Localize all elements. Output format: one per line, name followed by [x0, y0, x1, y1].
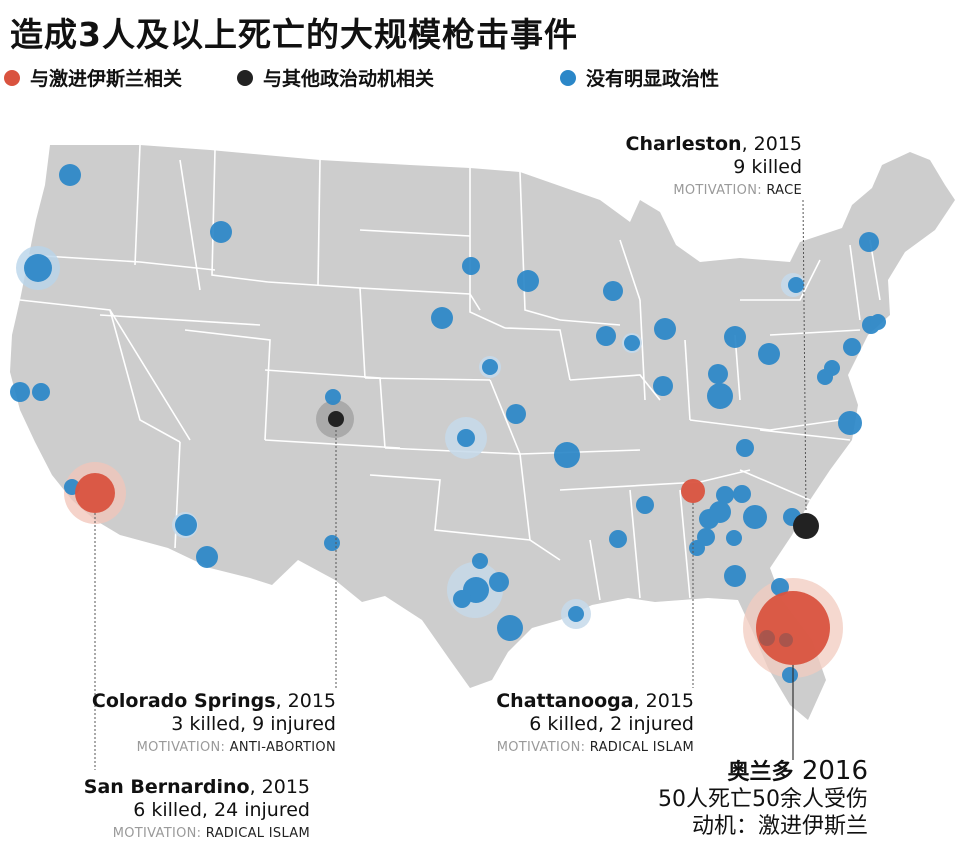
- blue-dot-icon: [560, 69, 576, 86]
- legend-item-islam: 与激进伊斯兰相关: [4, 64, 182, 91]
- political-motive-markers: [328, 411, 819, 539]
- red-dot-icon: [4, 69, 20, 86]
- page-title: 造成3人及以上死亡的大规模枪击事件: [10, 15, 578, 54]
- black-dot-icon: [237, 69, 253, 86]
- callout-chattanooga: Chattanooga, 2015 6 killed, 2 injured MO…: [496, 690, 694, 755]
- callout-orlando: 奥兰多 2016 50人死亡50余人受伤 动机：激进伊斯兰: [658, 756, 868, 840]
- legend: 与激进伊斯兰相关 与其他政治动机相关 没有明显政治性: [4, 64, 954, 92]
- leader-lines: [94, 199, 807, 770]
- no-political-motive-markers: [10, 164, 886, 683]
- callout-charleston: Charleston, 2015 9 killed MOTIVATION: RA…: [625, 133, 802, 198]
- state-borders: [19, 144, 881, 601]
- radical-islam-markers: [75, 473, 830, 665]
- callout-colorado-springs: Colorado Springs, 2015 3 killed, 9 injur…: [91, 690, 336, 755]
- legend-item-none: 没有明显政治性: [560, 64, 719, 91]
- legend-item-political: 与其他政治动机相关: [237, 64, 434, 91]
- callout-san-bernardino: San Bernardino, 2015 6 killed, 24 injure…: [83, 776, 310, 841]
